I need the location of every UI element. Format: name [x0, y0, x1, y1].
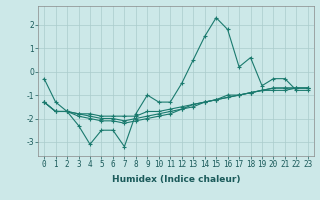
X-axis label: Humidex (Indice chaleur): Humidex (Indice chaleur): [112, 175, 240, 184]
